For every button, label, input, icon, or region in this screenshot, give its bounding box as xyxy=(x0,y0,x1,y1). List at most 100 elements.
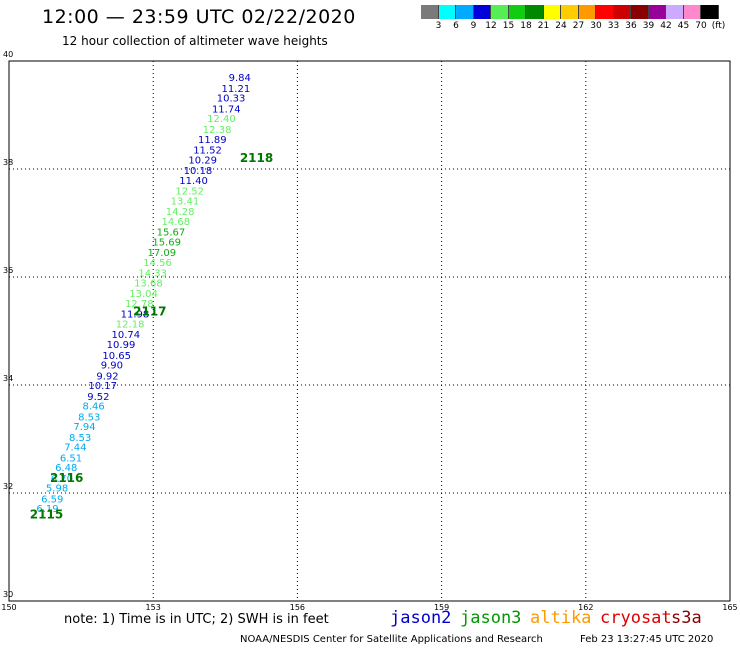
wave-height-label: 8.53 xyxy=(78,412,100,423)
time-label: 2118 xyxy=(240,151,273,165)
color-scale-label: 18 xyxy=(520,21,532,31)
color-scale-label: (ft) xyxy=(711,21,726,31)
time-label: 2117 xyxy=(133,304,166,318)
wave-height-label: 13.04 xyxy=(129,289,158,300)
wave-height-label: 9.84 xyxy=(229,73,251,84)
color-scale-label: 45 xyxy=(677,21,690,31)
wave-height-label: 10.74 xyxy=(111,330,140,341)
color-swatch xyxy=(526,5,544,19)
wave-height-label: 15.67 xyxy=(157,228,186,239)
color-swatch xyxy=(701,5,719,19)
color-scale-label: 24 xyxy=(555,21,567,31)
wave-height-label: 11.98 xyxy=(121,310,150,321)
wave-height-label: 11.74 xyxy=(212,105,241,116)
color-scale-label: 39 xyxy=(642,21,655,31)
x-tick-label: 159 xyxy=(434,603,449,612)
wave-height-label: 6.59 xyxy=(41,494,63,505)
wave-height-label: 17.09 xyxy=(148,248,177,259)
x-tick-label: 150 xyxy=(1,603,16,612)
x-tick-label: 156 xyxy=(290,603,305,612)
time-label: 2116 xyxy=(50,471,83,485)
color-scale-label: 30 xyxy=(590,21,602,31)
color-swatch xyxy=(561,5,579,19)
legend-item-jason3: jason3 xyxy=(460,608,522,628)
wave-height-label: 6.70 xyxy=(51,474,73,485)
wave-height-label: 7.94 xyxy=(73,422,95,433)
color-swatch xyxy=(666,5,684,19)
color-swatch xyxy=(596,5,614,19)
wave-height-label: 6.19 xyxy=(36,504,58,515)
wave-height-label: 6.48 xyxy=(55,463,77,474)
color-swatch xyxy=(631,5,649,19)
wave-height-label: 5.98 xyxy=(46,484,68,495)
color-scale-label: 15 xyxy=(502,21,515,31)
generation-timestamp: Feb 23 13:27:45 UTC 2020 xyxy=(580,634,714,645)
legend-item-altika: altika xyxy=(530,608,592,628)
color-swatch xyxy=(438,5,456,19)
wave-height-label: 10.17 xyxy=(88,381,117,392)
wave-height-label: 12.40 xyxy=(207,114,236,125)
color-scale-label: 21 xyxy=(537,21,550,31)
color-swatch xyxy=(473,5,491,19)
color-swatch xyxy=(456,5,474,19)
color-scale-label: 9 xyxy=(470,21,477,31)
y-tick-label: 40 xyxy=(3,50,13,59)
y-tick-label: 34 xyxy=(3,374,13,383)
color-scale-label: 3 xyxy=(435,21,442,31)
color-swatch xyxy=(508,5,526,19)
color-scale-label: 36 xyxy=(625,21,637,31)
wave-height-label: 10.29 xyxy=(188,155,217,166)
wave-height-label: 13.41 xyxy=(171,196,200,207)
wave-height-label: 10.18 xyxy=(184,166,213,177)
color-scale-label: 6 xyxy=(453,21,459,31)
wave-height-label: 6.51 xyxy=(60,453,82,464)
wave-height-label: 10.99 xyxy=(107,340,136,351)
wave-height-label: 12.52 xyxy=(175,187,204,198)
time-label: 2115 xyxy=(30,508,63,522)
color-scale-label: 70 xyxy=(695,21,707,31)
color-swatch xyxy=(613,5,631,19)
legend-item-jason2: jason2 xyxy=(390,608,452,628)
color-swatch xyxy=(421,5,439,19)
wave-height-label: 11.21 xyxy=(222,84,251,95)
wave-height-label: 9.92 xyxy=(96,371,118,382)
x-tick-label: 153 xyxy=(146,603,161,612)
color-swatch xyxy=(648,5,666,19)
y-tick-label: 32 xyxy=(3,482,13,491)
wave-height-label: 15.69 xyxy=(152,237,181,248)
color-scale-swatches xyxy=(421,5,719,19)
x-tick-label: 165 xyxy=(722,603,737,612)
wave-height-label: 14.33 xyxy=(138,269,167,280)
color-scale-label: 12 xyxy=(485,21,497,31)
credit-text: NOAA/NESDIS Center for Satellite Applica… xyxy=(240,634,543,645)
color-scale-label: 33 xyxy=(607,21,620,31)
color-scale-legend: 3 6 9 12 15 18 21 24 27 30 33 36 39 42 45 70 (ft) xyxy=(421,5,726,33)
chart-title: 12:00 — 23:59 UTC 02/22/2020 xyxy=(42,6,356,28)
wave-height-label: 11.52 xyxy=(193,146,222,157)
color-scale-label: 27 xyxy=(572,21,585,31)
wave-height-label: 14.28 xyxy=(166,207,195,218)
y-tick-label: 38 xyxy=(3,158,13,167)
wave-height-label: 11.89 xyxy=(198,135,227,146)
wave-height-label: 9.52 xyxy=(87,392,109,403)
color-swatch xyxy=(491,5,509,19)
wave-height-label: 12.78 xyxy=(125,299,154,310)
color-scale-labels: 3 6 9 12 15 18 21 24 27 30 33 36 39 42 45 70 (ft) xyxy=(421,19,726,33)
wave-height-label: 8.46 xyxy=(82,402,104,413)
legend-item-cryosat: cryosat xyxy=(600,608,672,628)
wave-height-label: 12.18 xyxy=(116,319,145,330)
footer-note: note: 1) Time is in UTC; 2) SWH is in fe… xyxy=(64,612,329,627)
color-scale-label: 42 xyxy=(660,21,672,31)
wave-height-label: 10.33 xyxy=(217,94,246,105)
y-tick-label: 36 xyxy=(3,266,13,275)
color-swatch xyxy=(578,5,596,19)
legend-item-s3a: s3a xyxy=(671,608,702,628)
color-swatch xyxy=(683,5,701,19)
wave-height-label: 8.53 xyxy=(69,433,91,444)
wave-height-label: 9.90 xyxy=(101,360,123,371)
wave-height-label: 7.44 xyxy=(64,443,86,454)
y-tick-label: 30 xyxy=(3,590,13,599)
plot-frame xyxy=(8,60,731,602)
wave-height-label: 14.56 xyxy=(143,258,172,269)
